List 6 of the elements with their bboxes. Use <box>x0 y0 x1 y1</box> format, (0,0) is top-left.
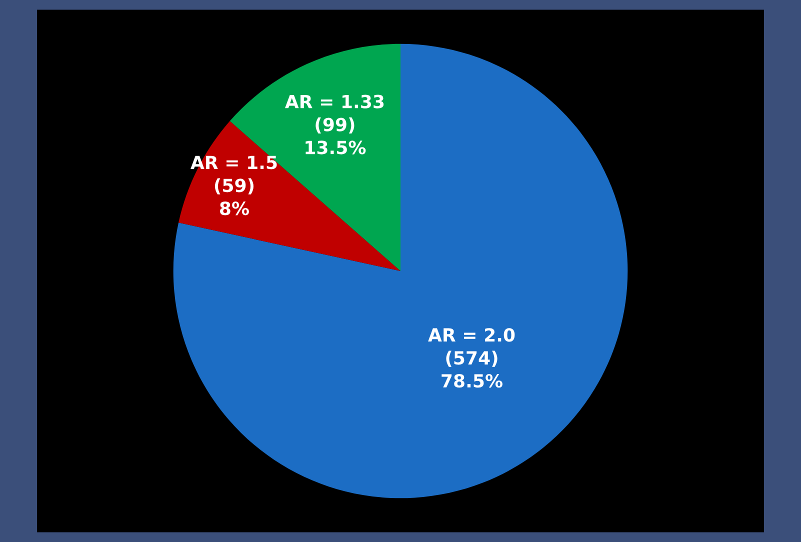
slice-label: AR = 1.33 <box>284 94 384 108</box>
pie-slice <box>173 44 628 498</box>
data-label: (99) 13.5% <box>306 117 366 154</box>
data-label: (59) 8% <box>214 178 254 216</box>
data-label: (574) 78.5% <box>442 350 502 388</box>
slice-label: AR = 2.0 <box>428 328 515 342</box>
